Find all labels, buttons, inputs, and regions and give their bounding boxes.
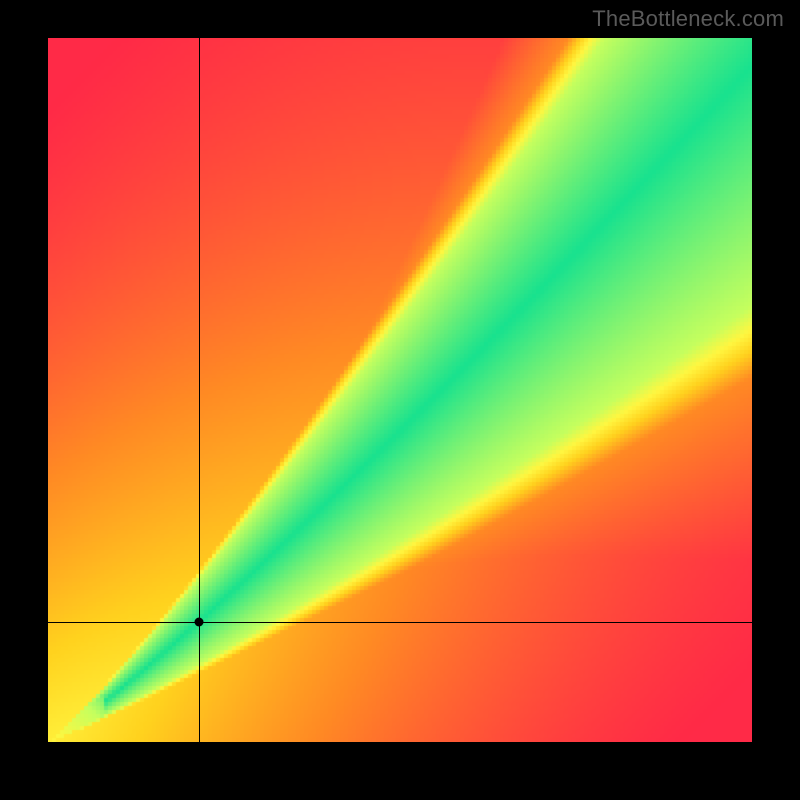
chart-frame: TheBottleneck.com — [0, 0, 800, 800]
crosshair-vertical — [199, 38, 200, 742]
crosshair-marker — [195, 618, 204, 627]
heatmap-canvas — [48, 38, 752, 742]
crosshair-horizontal — [48, 622, 752, 623]
heatmap-plot — [48, 38, 752, 742]
watermark-text: TheBottleneck.com — [592, 6, 784, 32]
